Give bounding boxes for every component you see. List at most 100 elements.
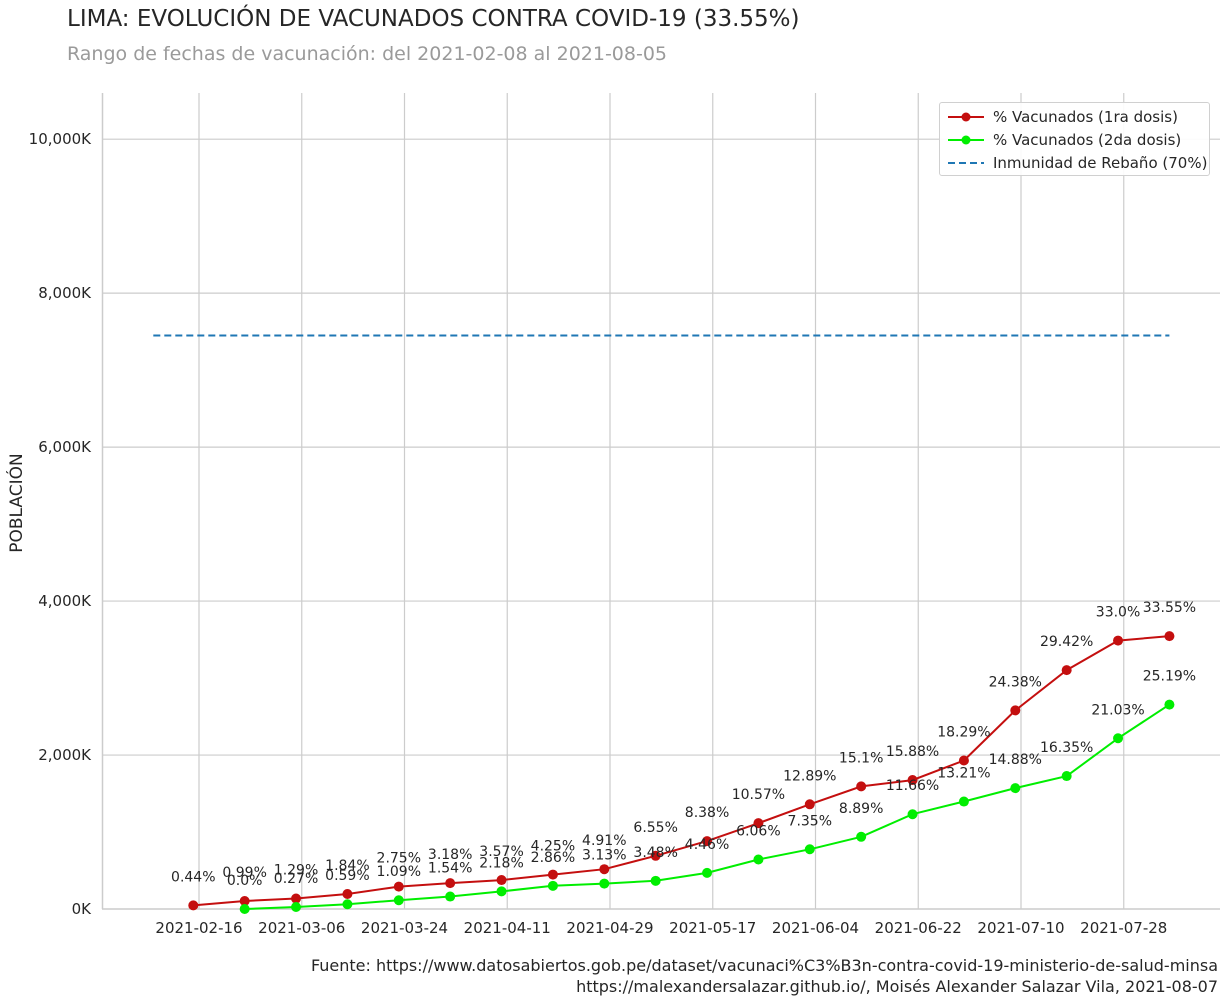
data-label: 3.48% [633,845,677,861]
data-label: 29.42% [1040,634,1093,650]
data-point [342,899,353,910]
data-point [547,880,558,891]
data-point [496,886,507,897]
data-point [1164,631,1175,642]
legend-label-1ra-dosis: % Vacunados (1ra dosis) [993,108,1178,126]
x-tick-label: 2021-05-17 [669,919,756,937]
source-footer: Fuente: https://www.datosabiertos.gob.pe… [311,955,1218,997]
data-point [1010,783,1021,794]
legend-label-inmunidad: Inmunidad de Rebaño (70%) [993,154,1208,172]
series-line-1 [193,635,1170,907]
x-tick-label: 2021-03-24 [361,919,448,937]
data-label: 18.29% [937,725,990,741]
data-point [239,904,250,914]
y-tick-label: 10,000K [29,130,92,148]
y-tick-label: 6,000K [38,438,92,456]
data-label: 33.55% [1143,600,1196,616]
data-label: 1.29% [274,863,318,879]
data-label: 2.75% [377,851,421,867]
x-tick-label: 2021-06-04 [772,919,859,937]
data-point [650,850,661,861]
data-point [496,875,507,886]
y-tick-label: 2,000K [38,746,92,764]
data-point [804,844,815,855]
data-point [547,869,558,880]
data-label: 4.46% [685,837,729,853]
data-point [907,809,918,820]
data-point [1164,699,1175,710]
data-label: 6.06% [736,824,780,840]
footer-source-line: Fuente: https://www.datosabiertos.gob.pe… [310,956,1218,975]
data-label: 1.84% [325,858,369,874]
x-tick-label: 2021-07-10 [977,919,1064,937]
x-tick-label: 2021-06-22 [875,919,962,937]
data-point [958,755,969,766]
x-tick-label: 2021-02-16 [155,919,242,937]
data-point [445,891,456,902]
data-label: 11.66% [886,778,939,794]
data-label: 13.21% [937,766,990,782]
data-point [1061,665,1072,676]
legend-marker-red-line [948,112,984,122]
data-label: 3.13% [582,848,626,864]
data-point [856,831,867,842]
y-axis-label: POBLACIÓN [5,453,27,552]
data-label: 24.38% [989,674,1042,690]
data-label: 8.89% [839,801,883,817]
legend: % Vacunados (1ra dosis) % Vacunados (2da… [939,102,1210,176]
data-point [856,781,867,792]
data-point [599,878,610,889]
data-label: 4.91% [582,833,626,849]
data-label: 0.99% [222,865,266,881]
data-label: 14.88% [989,752,1042,768]
data-label: 1.54% [428,861,472,877]
data-point [239,895,250,906]
data-point [599,864,610,875]
data-label: 10.57% [732,787,785,803]
chart-title: LIMA: EVOLUCIÓN DE VACUNADOS CONTRA COVI… [67,6,800,32]
data-label: 16.35% [1040,740,1093,756]
data-point [188,900,199,911]
chart-subtitle: Rango de fechas de vacunación: del 2021-… [67,43,668,65]
data-label: 15.88% [886,744,939,760]
x-tick-label: 2021-04-11 [464,919,551,937]
data-point [650,875,661,886]
data-point [1010,705,1021,716]
data-point [1113,733,1124,744]
data-point [753,818,764,829]
data-label: 15.1% [839,750,883,766]
data-label: 21.03% [1091,702,1144,718]
data-label: 0.27% [274,871,318,887]
data-point [445,878,456,889]
data-label: 0.59% [325,868,369,884]
data-label: 2.18% [479,855,523,871]
data-point [393,895,404,906]
data-label: 4.25% [531,839,575,855]
x-tick-label: 2021-04-29 [566,919,653,937]
legend-item-1ra-dosis: % Vacunados (1ra dosis) [948,107,1178,127]
data-point [804,799,815,810]
data-label: 33.0% [1096,605,1140,621]
x-tick-label: 2021-07-28 [1080,919,1167,937]
y-tick-label: 0K [72,900,93,918]
data-label: 0.0% [227,873,263,889]
axes: POBLACIÓN [5,93,1220,910]
data-point [753,854,764,865]
data-label: 0.44% [171,869,215,885]
data-point [1061,771,1072,782]
data-label: 8.38% [685,805,729,821]
data-label: 1.09% [377,864,421,880]
data-label: 6.55% [633,820,677,836]
y-tick-label: 8,000K [38,284,92,302]
data-point [958,796,969,807]
data-point [291,901,302,912]
data-label: 3.57% [479,844,523,860]
y-tick-label: 4,000K [38,592,92,610]
data-label: 7.35% [788,813,832,829]
legend-label-2da-dosis: % Vacunados (2da dosis) [993,131,1182,149]
y-tick-labels: 0K 2,000K 4,000K 6,000K 8,000K 10,000K [29,130,92,918]
data-label: 3.18% [428,847,472,863]
data-point [291,893,302,904]
legend-marker-dashed-line [948,162,984,164]
